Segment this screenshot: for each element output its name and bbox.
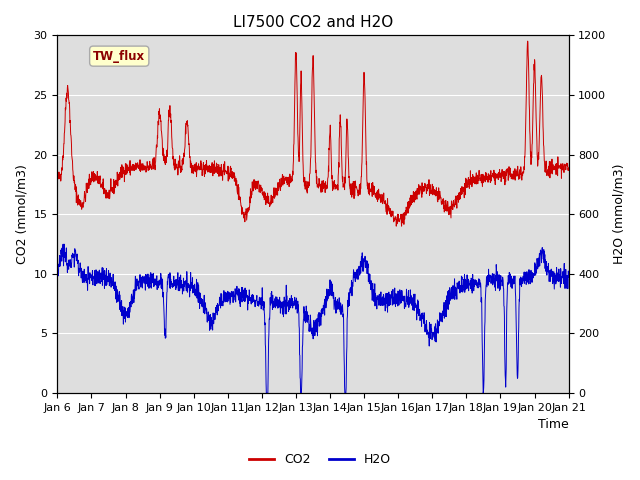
Legend: CO2, H2O: CO2, H2O <box>244 448 396 471</box>
Y-axis label: H2O (mmol/m3): H2O (mmol/m3) <box>612 164 625 264</box>
Text: TW_flux: TW_flux <box>93 49 145 63</box>
Title: LI7500 CO2 and H2O: LI7500 CO2 and H2O <box>233 15 393 30</box>
X-axis label: Time: Time <box>538 419 568 432</box>
Y-axis label: CO2 (mmol/m3): CO2 (mmol/m3) <box>15 164 28 264</box>
Bar <box>58 36 568 393</box>
